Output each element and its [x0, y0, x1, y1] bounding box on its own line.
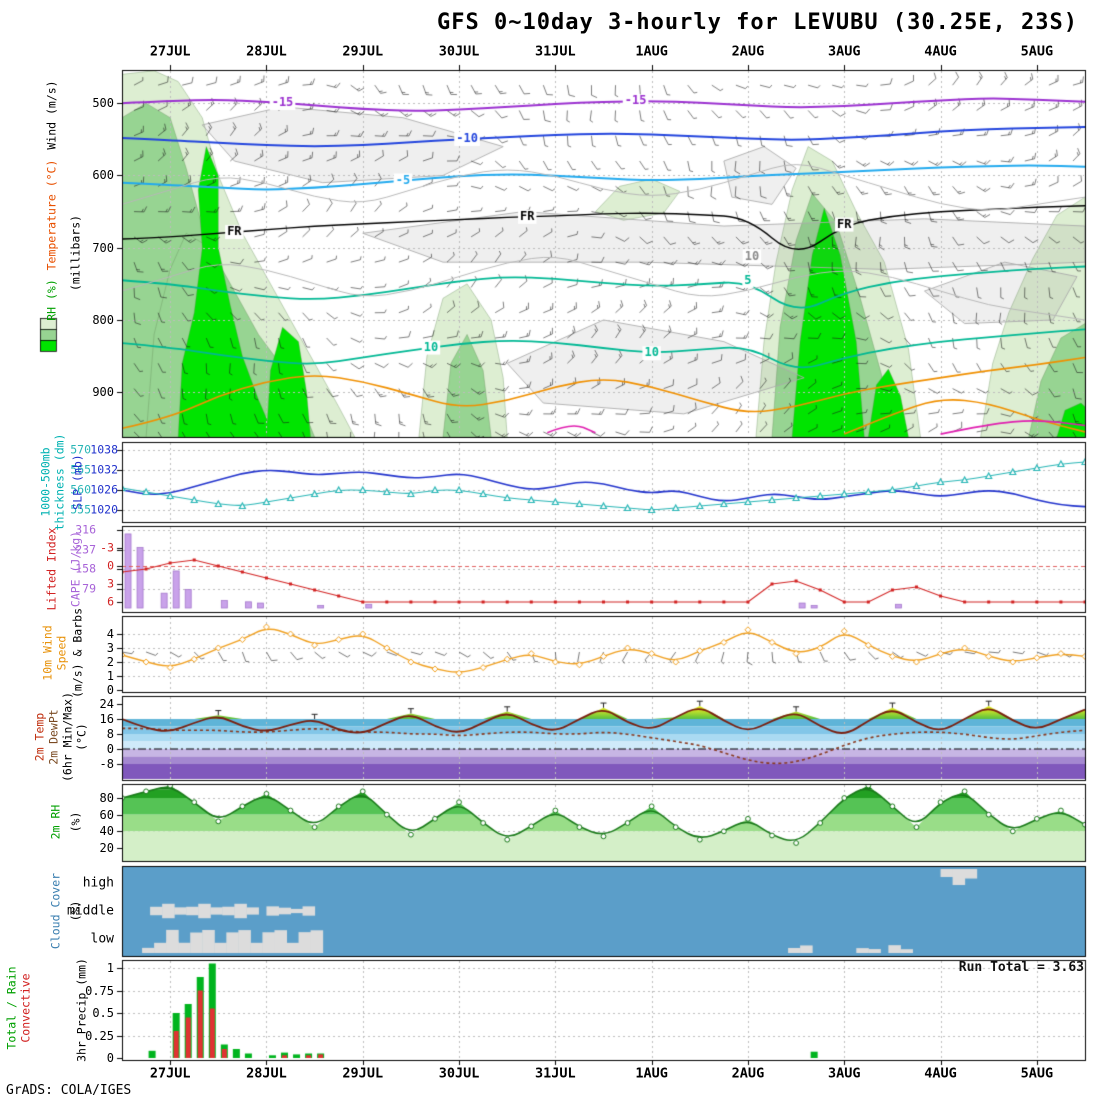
lifted-index-tick: 0 — [107, 558, 114, 573]
thickness-tick: 555 — [70, 502, 91, 517]
date-label-bottom: 1AUG — [635, 1065, 668, 1082]
axis-title-rh: RH (%) — [44, 279, 59, 321]
temperature-tick: 0 — [106, 742, 114, 756]
cape-tick: 316 — [75, 522, 96, 537]
axis-title-td2m: 2m DewPt — [46, 709, 61, 765]
wind-speed-tick: 0 — [106, 683, 114, 697]
axis-title-pct_rh: (%) — [68, 811, 83, 833]
axis-title-t2m: 2m Temp — [32, 712, 47, 762]
slp-tick: 1020 — [90, 502, 118, 517]
date-label-top: 3AUG — [827, 43, 861, 60]
date-label-top: 28JUL — [246, 43, 287, 60]
date-label-bottom: 28JUL — [246, 1065, 287, 1082]
wind-speed-tick: 2 — [106, 655, 114, 669]
axis-title-li: Lifted Index — [44, 527, 59, 611]
axis-title-w10a: 10m Wind — [40, 625, 55, 681]
date-label-bottom: 3AUG — [827, 1065, 861, 1082]
date-label-top: 31JUL — [535, 43, 576, 60]
axis-title-minmax: (6hr Min/Max) — [60, 691, 75, 783]
axis-title-cloud: Cloud Cover — [48, 872, 63, 950]
grads-credit: GrADS: COLA/IGES — [6, 1083, 132, 1098]
rh-tick: 40 — [99, 824, 114, 839]
axis-title-wind_ms: Wind (m/s) — [44, 80, 59, 150]
slp-tick: 1026 — [90, 482, 118, 497]
date-label-bottom: 2AUG — [731, 1065, 765, 1082]
temperature-tick: 24 — [99, 697, 114, 711]
axis-title-thk1: 1000-500mb — [38, 447, 53, 517]
pressure-tick: 600 — [92, 168, 114, 183]
wind-speed-tick: 1 — [106, 669, 114, 683]
axis-title-w10b: Speed — [54, 635, 69, 671]
temperature-tick: 8 — [106, 727, 114, 741]
cape-tick: 237 — [75, 541, 96, 556]
axis-title-millibars: (millibars) — [68, 214, 83, 292]
date-label-top: 2AUG — [731, 43, 765, 60]
axis-title-degc: (°C) — [74, 723, 89, 751]
axis-title-rh2m: 2m RH — [48, 804, 63, 840]
axis-title-thk2: thickness (dm) — [52, 433, 67, 531]
cape-tick: 79 — [82, 580, 96, 595]
axis-title-w10c: (m/s) & Barbs — [70, 607, 85, 699]
date-label-bottom: 30JUL — [438, 1065, 480, 1082]
cape-tick: 158 — [75, 561, 96, 576]
date-label-bottom: 31JUL — [535, 1065, 576, 1082]
date-label-top: 30JUL — [438, 43, 480, 60]
lifted-index-tick: -3 — [100, 540, 114, 555]
axis-title-pct_cloud: (%) — [68, 900, 83, 922]
wind-speed-tick: 3 — [106, 641, 114, 655]
date-label-bottom: 27JUL — [149, 1065, 191, 1082]
rh-tick: 60 — [99, 807, 114, 822]
date-label-top: 5AUG — [1020, 43, 1054, 60]
rh-tick: 20 — [99, 841, 114, 855]
date-label-bottom: 29JUL — [342, 1065, 384, 1082]
thickness-tick: 560 — [70, 482, 91, 497]
date-label-top: 4AUG — [924, 43, 957, 60]
date-label-bottom: 5AUG — [1020, 1065, 1054, 1082]
rh-tick: 80 — [99, 791, 114, 805]
cloud-row-label: high — [82, 875, 114, 891]
thickness-tick: 570 — [70, 442, 91, 457]
date-label-top: 27JUL — [149, 43, 191, 60]
axis-title-cape: CAPE (J/kg) — [68, 530, 83, 608]
pressure-tick: 700 — [92, 240, 114, 255]
date-label-bottom: 4AUG — [924, 1065, 957, 1082]
axis-title-temperature: Temperature (°C) — [44, 159, 59, 271]
precip-tick: 0 — [106, 1051, 114, 1065]
date-label-top: 1AUG — [635, 43, 668, 60]
precip-tick: 0.75 — [85, 983, 114, 998]
precip-tick: 0.5 — [92, 1006, 114, 1020]
page-title: GFS 0~10day 3-hourly for LEVUBU (30.25E,… — [437, 10, 1079, 35]
pressure-tick: 800 — [92, 312, 114, 327]
cloud-row-label: middle — [67, 903, 114, 919]
thickness-tick: 565 — [70, 462, 91, 477]
lifted-index-tick: 3 — [107, 576, 114, 591]
lifted-index-tick: 6 — [107, 594, 114, 609]
wind-speed-tick: 4 — [106, 627, 114, 641]
pressure-tick: 500 — [92, 96, 114, 111]
slp-tick: 1038 — [90, 442, 118, 457]
temperature-tick: -8 — [99, 757, 114, 771]
precip-tick: 0.25 — [85, 1028, 114, 1043]
axis-title-conv: Convective — [18, 973, 33, 1043]
cloud-row-label: low — [90, 931, 114, 947]
axis-title-precip: 3hr Precip (mm) — [74, 958, 89, 1062]
temperature-tick: 16 — [99, 712, 114, 726]
pressure-tick: 900 — [92, 385, 114, 400]
axis-title-slp: SLP (mb) — [70, 454, 85, 510]
date-label-top: 29JUL — [342, 43, 384, 60]
axis-title-rain: Total / Rain — [4, 966, 19, 1050]
precip-tick: 1 — [106, 961, 114, 975]
slp-tick: 1032 — [90, 462, 118, 477]
run-total-label: Run Total = 3.63 — [958, 960, 1084, 975]
